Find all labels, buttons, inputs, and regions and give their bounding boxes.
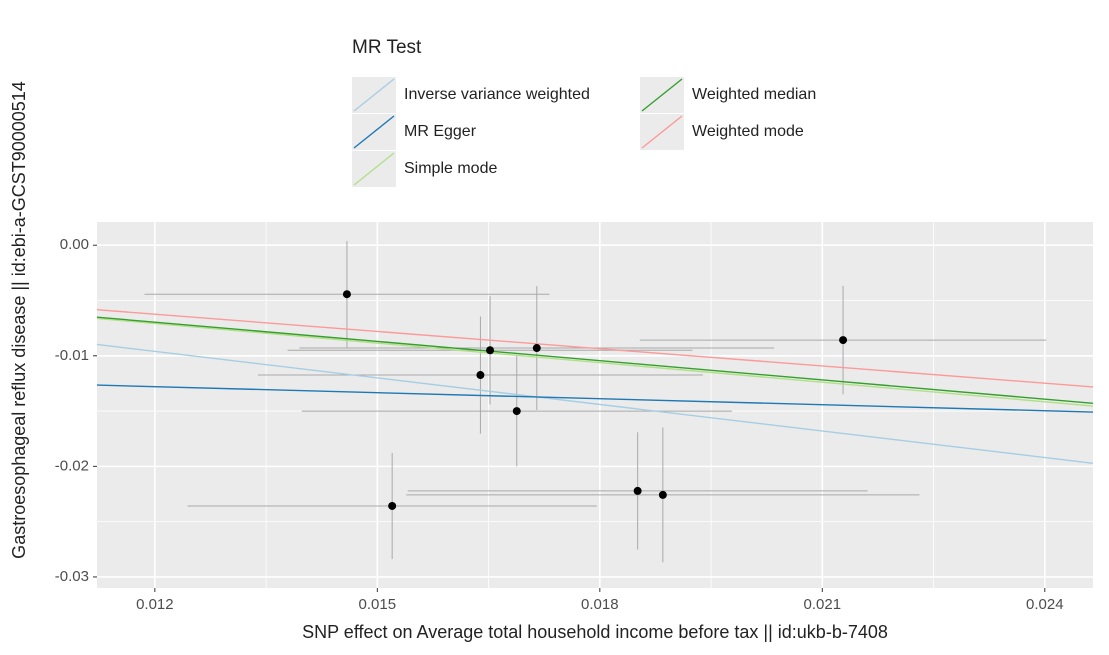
point	[658, 490, 667, 499]
x-tick-label: 0.024	[1026, 596, 1064, 613]
y-tick-label: 0.00	[60, 236, 89, 253]
x-axis-title: SNP effect on Average total household in…	[302, 622, 888, 642]
legend-swatch	[353, 78, 395, 112]
legend-label: Weighted mode	[692, 123, 804, 140]
x-tick-label: 0.015	[359, 596, 397, 613]
regression-line	[97, 309, 1093, 388]
plot-panel	[97, 222, 1093, 588]
plot-area	[97, 241, 1093, 563]
y-tick-label: -0.02	[55, 457, 89, 474]
legend-swatch	[641, 115, 683, 149]
legend-swatch	[353, 152, 395, 186]
point	[476, 371, 485, 380]
point	[486, 346, 495, 355]
regression-line	[97, 343, 1093, 464]
legend-label: Simple mode	[404, 160, 497, 177]
point	[388, 501, 397, 510]
y-tick-label: -0.01	[55, 347, 89, 364]
regression-line	[97, 316, 1093, 405]
legend-label: Inverse variance weighted	[404, 86, 590, 103]
y-axis-title: Gastroesophageal reflux disease || id:eb…	[9, 81, 29, 559]
point	[839, 336, 848, 345]
point	[633, 486, 642, 495]
x-tick-label: 0.021	[804, 596, 842, 613]
legend-label: MR Egger	[404, 123, 477, 140]
legend-swatch	[641, 78, 683, 112]
point	[512, 407, 521, 416]
legend-swatch	[353, 115, 395, 149]
point	[532, 344, 541, 353]
point	[342, 290, 351, 299]
legend-label: Weighted median	[692, 86, 816, 103]
y-tick-label: -0.03	[55, 568, 89, 585]
x-tick-label: 0.018	[581, 596, 619, 613]
x-tick-label: 0.012	[136, 596, 174, 613]
regression-line	[97, 384, 1093, 413]
regression-line	[97, 317, 1093, 407]
legend-title: MR Test	[352, 37, 422, 58]
